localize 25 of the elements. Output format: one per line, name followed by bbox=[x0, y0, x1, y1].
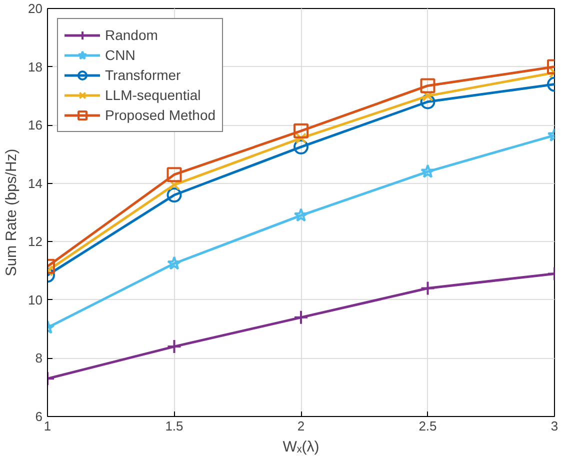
x-tick-label: 2 bbox=[297, 418, 305, 434]
point bbox=[294, 310, 308, 325]
y-axis-title: Sum Rate (bps/Hz) bbox=[3, 148, 20, 276]
y-tick-label: 18 bbox=[28, 59, 43, 74]
legend-label: CNN bbox=[105, 47, 136, 63]
y-tick-label: 6 bbox=[35, 409, 43, 424]
x-axis-title: Wₓ(λ) bbox=[282, 438, 320, 456]
y-tick-label: 12 bbox=[28, 234, 43, 250]
legend-label: LLM-sequential bbox=[105, 87, 201, 103]
y-tick-label: 8 bbox=[35, 350, 43, 366]
x-tick-label: 1.5 bbox=[165, 418, 184, 434]
y-tick-label: 14 bbox=[28, 176, 43, 191]
x-tick-label: 3 bbox=[550, 418, 558, 434]
legend-label: Random bbox=[105, 27, 158, 43]
legend-label: Transformer bbox=[105, 67, 181, 83]
x-tick-label: 1 bbox=[44, 418, 52, 434]
point bbox=[294, 123, 308, 138]
y-tick-label: 20 bbox=[28, 1, 43, 16]
y-tick-label: 10 bbox=[28, 292, 43, 308]
y-tick-label: 16 bbox=[28, 118, 43, 133]
legend-label: Proposed Method bbox=[105, 107, 216, 123]
point bbox=[295, 132, 307, 144]
point bbox=[294, 208, 308, 222]
x-tick-label: 2.5 bbox=[418, 418, 437, 434]
point bbox=[294, 139, 308, 154]
